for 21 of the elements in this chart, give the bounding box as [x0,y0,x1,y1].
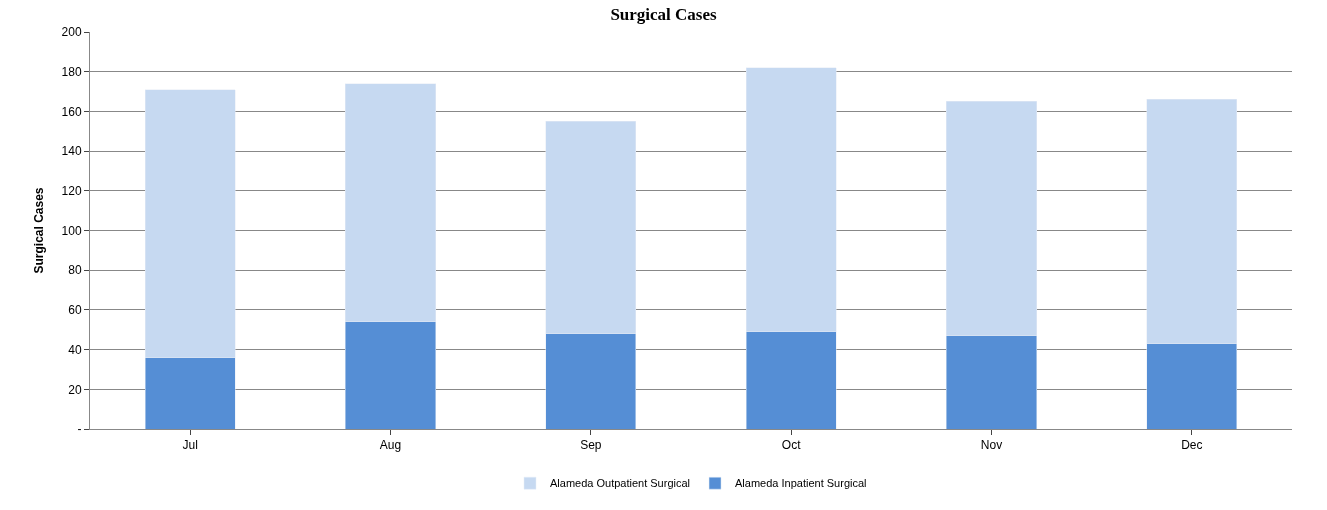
y-tick-label: 140 [61,144,82,159]
chart-title: Surgical Cases [610,4,718,24]
y-tick-label: 180 [61,64,82,79]
x-tick-label: Dec [1181,438,1203,453]
y-axis-title: Surgical Cases [31,187,46,274]
y-tick-label: 20 [68,382,82,397]
x-tick-label: Nov [980,438,1003,453]
y-tick-label: 100 [61,223,82,238]
y-tick-label: 60 [68,303,82,318]
x-tick-label: Aug [379,438,402,453]
y-tick-label: 200 [61,25,82,40]
y-tick-label: 80 [68,263,82,278]
y-tick-label: 160 [61,104,82,119]
y-tick-label: 120 [61,184,82,198]
x-tick-label: Oct [781,438,802,453]
legend-label: Alameda Outpatient Surgical [550,477,691,490]
legend-label: Alameda Inpatient Surgical [735,477,867,490]
x-tick-label: Sep [580,438,602,453]
y-tick-label: 40 [68,342,82,357]
x-tick-label: Jul [182,438,198,453]
y-tick-label: - [77,422,82,437]
